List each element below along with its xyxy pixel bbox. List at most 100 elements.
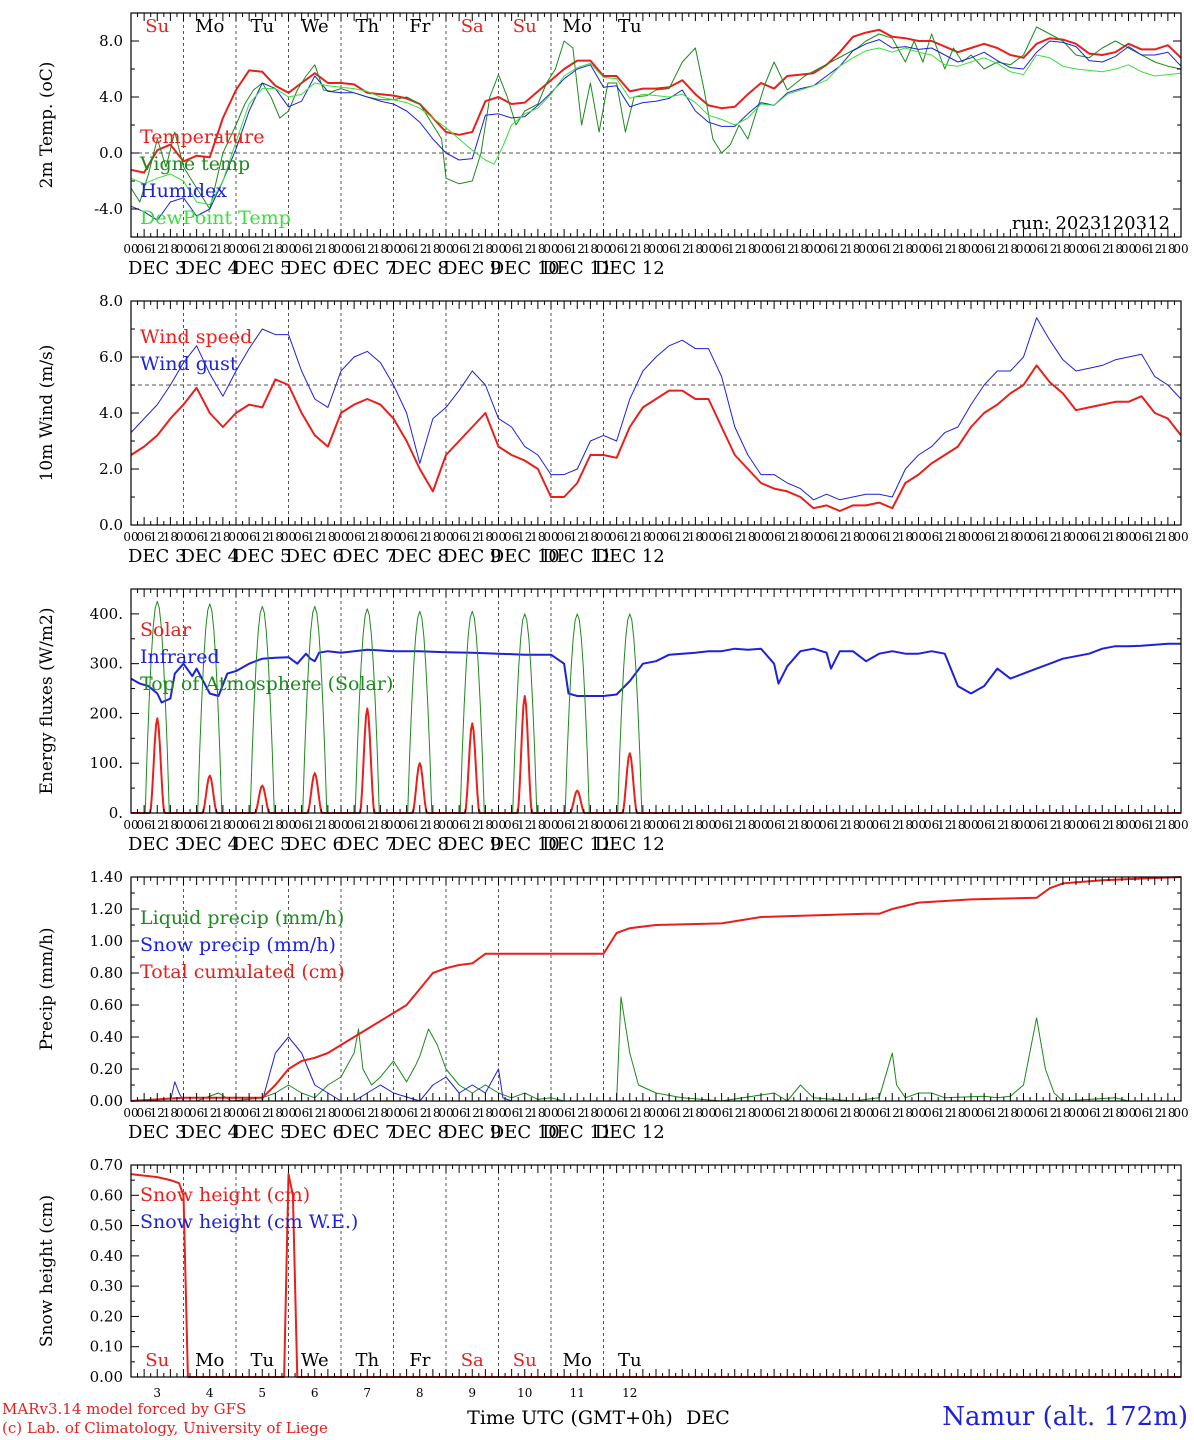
hour-tick-label: 12 — [360, 242, 375, 256]
hour-tick-label: 06 — [1081, 818, 1096, 832]
hour-tick-label: 18 — [163, 818, 178, 832]
hour-tick-label: 00 — [1068, 818, 1083, 832]
hour-tick-label: 18 — [530, 530, 545, 544]
hour-tick-label: 00 — [648, 242, 663, 256]
hour-tick-label: 06 — [1081, 242, 1096, 256]
y-tick-label: 0.20 — [90, 1307, 123, 1325]
hour-tick-label: 00 — [333, 818, 348, 832]
hour-tick-label: 12 — [885, 818, 900, 832]
hour-tick-label: 00 — [963, 242, 978, 256]
hour-tick-label: 06 — [504, 530, 519, 544]
hour-tick-label: 18 — [1003, 1106, 1018, 1120]
hour-tick-label: 18 — [793, 818, 808, 832]
hour-tick-label: 18 — [950, 1106, 965, 1120]
hour-tick-label: 12 — [150, 818, 165, 832]
hour-tick-label: 00 — [1068, 242, 1083, 256]
weekday-label: Th — [355, 1350, 379, 1371]
hour-tick-label: 12 — [307, 242, 322, 256]
hour-tick-label: 06 — [399, 530, 414, 544]
hour-tick-label: 00 — [386, 818, 401, 832]
hour-tick-label: 18 — [688, 1106, 703, 1120]
hour-tick-label: 12 — [832, 1106, 847, 1120]
hour-tick-label: 00 — [228, 242, 243, 256]
hour-tick-label: 00 — [753, 1106, 768, 1120]
hour-tick-label: 00 — [333, 1106, 348, 1120]
hour-tick-label: 12 — [937, 242, 952, 256]
hour-tick-label: 06 — [766, 530, 781, 544]
hour-tick-label: 18 — [950, 242, 965, 256]
legend-entry: Snow height (cm) — [140, 1184, 310, 1206]
hour-tick-label: 00 — [386, 530, 401, 544]
hour-tick-label: 06 — [661, 1106, 676, 1120]
weekday-label: Su — [513, 1350, 537, 1371]
hour-tick-label: 06 — [399, 818, 414, 832]
day-number-label: 11 — [570, 1386, 585, 1400]
hour-tick-label: 18 — [1108, 818, 1123, 832]
hour-tick-label: 18 — [163, 1106, 178, 1120]
hour-tick-label: 00 — [543, 818, 558, 832]
weekday-label: Fr — [409, 16, 430, 37]
y-axis-label: 10m Wind (m/s) — [37, 345, 57, 482]
day-number-label: 6 — [311, 1386, 319, 1400]
hour-tick-label: 18 — [268, 818, 283, 832]
series-line — [130, 876, 1182, 1102]
hour-tick-label: 18 — [268, 530, 283, 544]
hour-tick-label: 12 — [1095, 530, 1110, 544]
hour-tick-label: 06 — [399, 1106, 414, 1120]
hour-tick-label: 06 — [609, 242, 624, 256]
hour-tick-label: 00 — [806, 242, 821, 256]
hour-tick-label: 12 — [937, 818, 952, 832]
hour-tick-label: 00 — [281, 1106, 296, 1120]
hour-tick-label: 06 — [241, 242, 256, 256]
hour-tick-label: 00 — [753, 530, 768, 544]
hour-tick-label: 06 — [1134, 818, 1149, 832]
hour-tick-label: 18 — [1160, 818, 1175, 832]
hour-tick-label: 00 — [228, 818, 243, 832]
hour-tick-label: 00 — [281, 818, 296, 832]
weekday-label: Su — [145, 16, 169, 37]
y-tick-label: 0. — [109, 804, 123, 822]
legend-entry: Liquid precip (mm/h) — [140, 907, 344, 929]
hour-tick-label: 18 — [1160, 1106, 1175, 1120]
hour-tick-label: 12 — [307, 818, 322, 832]
hour-tick-label: 06 — [819, 530, 834, 544]
hour-tick-label: 18 — [845, 1106, 860, 1120]
hour-tick-label: 06 — [451, 818, 466, 832]
date-label: DEC 5 — [233, 258, 292, 279]
hour-tick-label: 18 — [215, 1106, 230, 1120]
y-tick-label: 4.0 — [99, 88, 123, 106]
hour-tick-label: 18 — [635, 242, 650, 256]
hour-tick-label: 06 — [871, 530, 886, 544]
hour-tick-label: 12 — [622, 242, 637, 256]
hour-tick-label: 18 — [635, 818, 650, 832]
hour-tick-label: 12 — [675, 530, 690, 544]
y-tick-label: 8.0 — [99, 292, 123, 310]
hour-tick-label: 00 — [701, 530, 716, 544]
date-label: DEC 6 — [285, 546, 344, 567]
date-label: DEC 4 — [180, 834, 239, 855]
y-tick-label: 0.00 — [90, 1092, 123, 1110]
date-label: DEC 7 — [338, 546, 397, 567]
hour-tick-label: 12 — [622, 818, 637, 832]
hour-tick-label: 12 — [1147, 530, 1162, 544]
hour-tick-label: 18 — [583, 1106, 598, 1120]
date-label: DEC 12 — [595, 834, 665, 855]
hour-tick-label: 00 — [753, 242, 768, 256]
hour-tick-label: 06 — [766, 1106, 781, 1120]
hour-tick-label: 18 — [583, 818, 598, 832]
hour-tick-label: 18 — [215, 530, 230, 544]
hour-tick-label: 06 — [136, 818, 151, 832]
hour-tick-label: 06 — [976, 530, 991, 544]
hour-tick-label: 06 — [241, 818, 256, 832]
hour-tick-label: 06 — [871, 1106, 886, 1120]
y-tick-label: 0.20 — [90, 1060, 123, 1078]
y-tick-label: 4.0 — [99, 404, 123, 422]
series-line — [130, 364, 1182, 512]
run-label: run: 2023120312 — [1012, 213, 1170, 234]
hour-tick-label: 18 — [1003, 818, 1018, 832]
station-label: Namur (alt. 172m) — [942, 1402, 1188, 1432]
y-tick-label: 0.30 — [90, 1277, 123, 1295]
hour-tick-label: 12 — [202, 242, 217, 256]
y-tick-label: 1.40 — [90, 868, 123, 886]
hour-tick-label: 06 — [924, 530, 939, 544]
